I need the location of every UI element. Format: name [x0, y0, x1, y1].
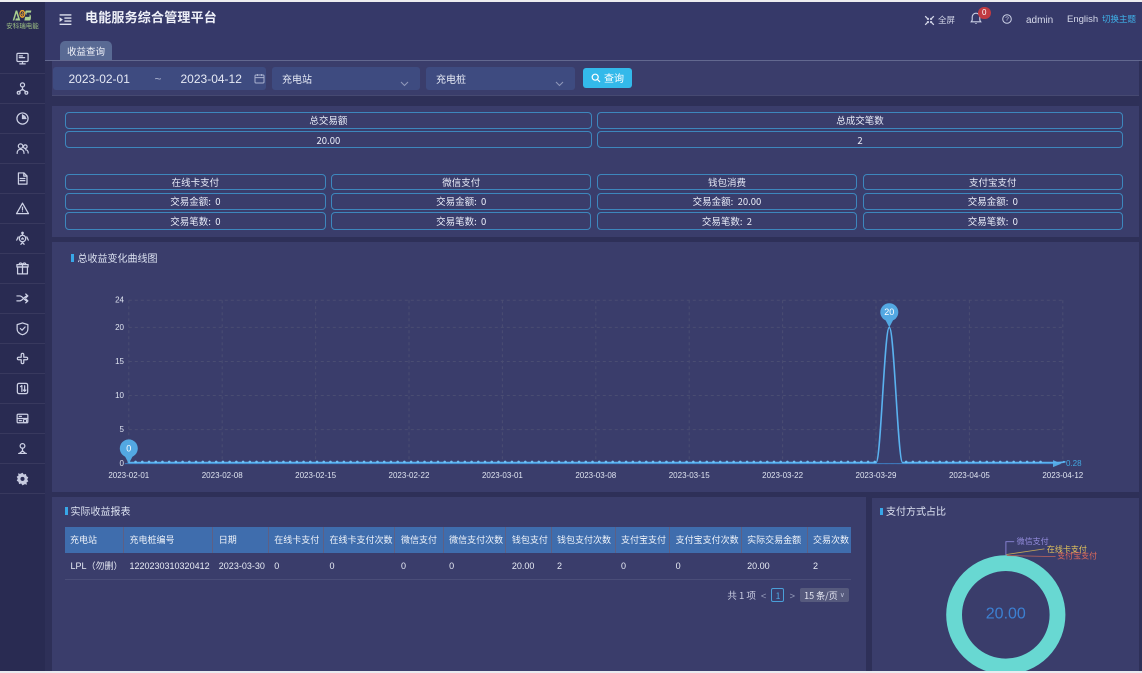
svg-text:20: 20 — [884, 307, 894, 317]
svg-text:2023-04-12: 2023-04-12 — [1042, 471, 1083, 480]
svg-text:在线卡支付: 在线卡支付 — [1047, 544, 1087, 554]
svg-text:2023-02-22: 2023-02-22 — [389, 471, 430, 480]
svg-text:2023-02-08: 2023-02-08 — [202, 471, 243, 480]
svg-text:2023-02-01: 2023-02-01 — [108, 471, 149, 480]
svg-text:2023-03-08: 2023-03-08 — [575, 471, 616, 480]
svg-text:10: 10 — [115, 391, 124, 400]
svg-text:20.00: 20.00 — [986, 606, 1026, 623]
svg-text:2023-04-05: 2023-04-05 — [949, 471, 990, 480]
svg-text:0: 0 — [120, 459, 125, 468]
svg-text:2023-03-01: 2023-03-01 — [482, 471, 523, 480]
svg-text:微信支付: 微信支付 — [1017, 536, 1049, 546]
svg-text:?: ? — [1005, 16, 1009, 23]
svg-text:0: 0 — [126, 443, 131, 453]
svg-text:支付宝支付: 支付宝支付 — [1057, 550, 1097, 560]
svg-text:24: 24 — [115, 296, 124, 305]
svg-text:2023-02-15: 2023-02-15 — [295, 471, 336, 480]
svg-text:2023-03-22: 2023-03-22 — [762, 471, 803, 480]
svg-text:5: 5 — [120, 425, 125, 434]
svg-text:0.28: 0.28 — [1066, 459, 1082, 468]
svg-text:2023-03-15: 2023-03-15 — [669, 471, 710, 480]
svg-text:20: 20 — [115, 323, 124, 332]
svg-text:2023-03-29: 2023-03-29 — [856, 471, 897, 480]
svg-text:15: 15 — [115, 357, 124, 366]
